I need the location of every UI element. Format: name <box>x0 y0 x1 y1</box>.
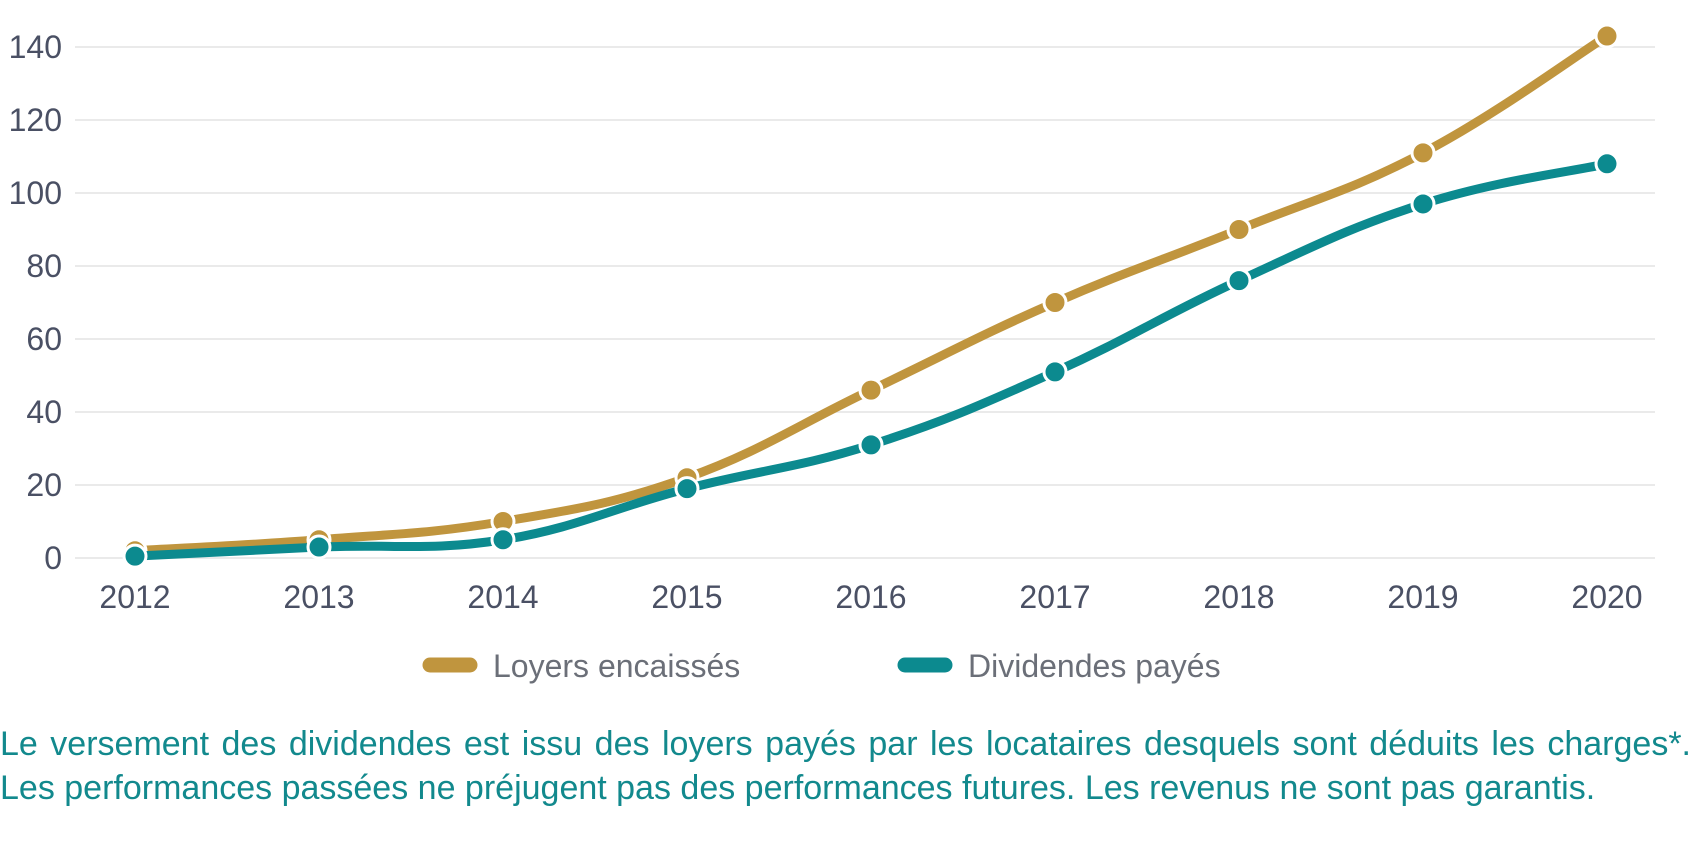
y-axis-ticks: 0 20 40 60 80 100 120 140 <box>9 29 62 576</box>
data-point <box>1594 23 1620 49</box>
data-point <box>674 476 700 502</box>
data-point <box>858 377 884 403</box>
y-tick-label: 120 <box>9 102 62 138</box>
legend-item: Loyers encaissés <box>422 648 740 684</box>
chart-area: 0 20 40 60 80 100 120 140 2012 2013 2014 2015 2016 2… <box>9 23 1655 684</box>
data-point <box>306 534 332 560</box>
y-tick-label: 0 <box>44 540 62 576</box>
data-point <box>1226 217 1252 242</box>
x-tick-label: 2020 <box>1571 579 1642 615</box>
data-point <box>1042 290 1068 315</box>
y-tick-label: 140 <box>9 29 62 65</box>
data-point <box>490 527 516 553</box>
data-point <box>1410 191 1436 217</box>
y-tick-label: 20 <box>26 467 62 503</box>
x-tick-label: 2019 <box>1387 579 1458 615</box>
y-tick-label: 60 <box>26 321 62 357</box>
x-tick-label: 2018 <box>1203 579 1274 615</box>
series-0 <box>122 23 1620 564</box>
legend-item: Dividendes payés <box>897 648 1221 684</box>
grid-lines <box>75 46 1655 559</box>
caption-text: Le versement des dividendes est issu des… <box>0 725 1691 807</box>
legend: Loyers encaissés Dividendes payés <box>422 648 1221 684</box>
x-tick-label: 2012 <box>99 579 170 615</box>
y-tick-label: 40 <box>26 394 62 430</box>
series-line <box>130 31 1612 556</box>
x-tick-label: 2014 <box>467 579 538 615</box>
y-tick-label: 80 <box>26 248 62 284</box>
x-tick-label: 2016 <box>835 579 906 615</box>
x-axis-ticks: 2012 2013 2014 2015 2016 2017 2018 2019 2020 <box>99 579 1642 615</box>
data-point <box>1594 151 1620 177</box>
y-tick-label: 100 <box>9 175 62 211</box>
x-tick-label: 2013 <box>283 579 354 615</box>
data-point <box>1410 140 1436 166</box>
series-layer <box>122 23 1620 569</box>
legend-label: Loyers encaissés <box>493 648 740 684</box>
data-point <box>1226 268 1252 294</box>
x-tick-label: 2017 <box>1019 579 1090 615</box>
series-line <box>130 159 1612 561</box>
data-point <box>122 543 148 569</box>
series-1 <box>122 151 1620 569</box>
x-tick-label: 2015 <box>651 579 722 615</box>
data-point <box>858 432 884 458</box>
legend-label: Dividendes payés <box>968 648 1221 684</box>
data-point <box>1042 359 1068 385</box>
